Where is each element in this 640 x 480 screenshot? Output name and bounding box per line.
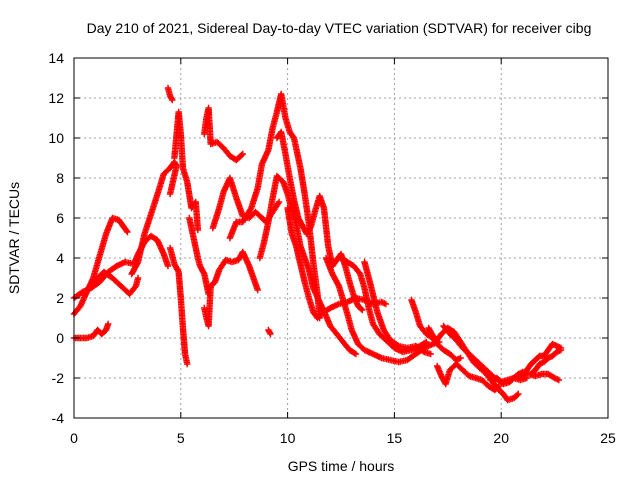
x-axis-title: GPS time / hours [288, 458, 395, 474]
series-track-14 [256, 172, 360, 358]
data-point [124, 228, 131, 236]
series-track-21 [425, 324, 522, 404]
data-point [359, 306, 366, 314]
data-point [184, 360, 191, 368]
data-point [239, 150, 246, 158]
data-point [457, 354, 464, 362]
series-track-15 [273, 128, 366, 314]
y-tick-label: 0 [56, 330, 64, 346]
ticks: -4 -2 0 2 4 6 8 10 12 14 0 5 10 15 20 25 [48, 50, 616, 446]
data-point [123, 227, 130, 234]
series-track-10 [201, 104, 246, 164]
data-point [421, 339, 429, 346]
x-tick-label: 5 [177, 430, 185, 446]
series-track-18 [337, 254, 430, 356]
y-tick-label: 14 [48, 50, 64, 66]
data-point [514, 391, 521, 399]
y-axis-title: SDTVAR / TECUs [6, 182, 22, 294]
y-tick-label: 4 [56, 250, 64, 266]
data-point [267, 330, 274, 338]
data-point [254, 286, 261, 294]
data-point [164, 262, 172, 270]
data-point [382, 300, 390, 308]
x-tick-label: 15 [387, 430, 403, 446]
series-track-11 [201, 248, 261, 330]
y-tick-label: -4 [52, 410, 65, 426]
chart-title: Day 210 of 2021, Sidereal Day-to-day VTE… [87, 20, 592, 36]
series-track-19 [361, 258, 434, 358]
y-tick-label: 6 [56, 210, 64, 226]
data-point [358, 305, 365, 313]
y-tick-label: 8 [56, 170, 64, 186]
data-point [200, 269, 207, 276]
y-tick-label: -2 [52, 370, 65, 386]
data-point [394, 341, 401, 349]
data-point [495, 382, 503, 390]
data-point [307, 224, 314, 231]
data-point [169, 96, 176, 104]
y-tick-label: 2 [56, 290, 64, 306]
data-point [289, 133, 297, 140]
data-point [166, 190, 174, 198]
data-point [168, 95, 175, 102]
data-point [104, 320, 112, 328]
data-point [557, 346, 565, 354]
series-track-8 [166, 244, 191, 368]
data-point [266, 329, 273, 336]
data-point [494, 383, 502, 391]
data-point [174, 267, 182, 274]
data-point [555, 376, 563, 384]
data-point [515, 390, 522, 398]
data-point [247, 206, 254, 213]
series-track-6 [164, 84, 176, 104]
series-track-7 [171, 108, 202, 234]
series-track-12 [209, 174, 283, 232]
data-point [134, 260, 141, 267]
data-point [334, 281, 342, 288]
data-point [423, 338, 430, 346]
series-track-27 [265, 326, 274, 338]
series-track-1 [70, 214, 131, 318]
y-tick-label: 10 [48, 130, 64, 146]
series-track-17 [322, 254, 443, 366]
data-point [274, 200, 282, 207]
series-track-26 [527, 346, 565, 378]
data-point [352, 350, 360, 358]
data-point [238, 151, 245, 159]
x-tick-label: 0 [70, 430, 78, 446]
data-point [194, 226, 202, 234]
x-tick-label: 20 [493, 430, 509, 446]
plot-frame [73, 57, 609, 419]
series-track-2 [70, 232, 172, 302]
data-point [134, 274, 142, 282]
data-point [351, 350, 358, 357]
data-point [427, 350, 434, 358]
data-layer [70, 84, 565, 404]
y-tick-label: 12 [48, 90, 64, 106]
x-tick-label: 10 [280, 430, 296, 446]
series-track-3 [83, 268, 142, 298]
series-track-22 [433, 360, 503, 394]
data-point [275, 198, 283, 206]
x-tick-label: 25 [600, 430, 616, 446]
